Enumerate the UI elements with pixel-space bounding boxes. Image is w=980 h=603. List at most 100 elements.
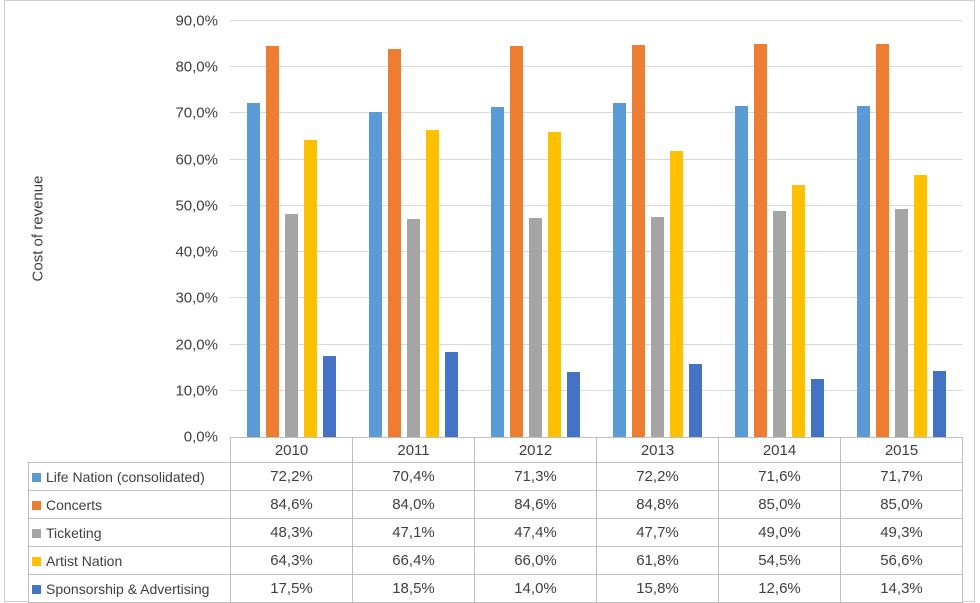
table-row: Artist Nation 64,3% 66,4% 66,0% 61,8% 54,5% 56… [28,546,963,575]
series-name-label: Ticketing [46,524,102,541]
legend-swatch-icon [32,528,41,538]
year-header-cell: 2015 [840,437,963,463]
bar [528,217,542,437]
bar [322,356,336,437]
bar [387,48,401,437]
bar [650,216,664,437]
gridline [230,20,962,21]
bar [547,131,561,437]
gridline [230,251,962,253]
bar [932,370,946,437]
bar [734,106,748,437]
bar [772,210,786,437]
value-cell: 15,8% [596,574,719,603]
bar-group-2010 [230,21,352,437]
bar-group-2013 [596,21,718,437]
value-cell: 14,0% [474,574,597,603]
bar [303,139,317,437]
value-cell: 64,3% [230,546,353,575]
gridline [230,389,962,391]
bar [265,45,279,437]
series-name-label: Sponsorship & Advertising [46,580,210,597]
value-cell: 85,0% [840,490,963,519]
gridline [230,66,962,68]
series-name-label: Artist Nation [46,552,123,569]
bar [444,351,458,437]
bar [669,151,683,437]
value-cell: 84,6% [230,490,353,519]
year-header-cell: 2014 [718,437,841,463]
y-axis-tick-label: 30,0% [175,289,218,307]
data-table: 2010 2011 2012 2013 2014 2015 Life Nation (con… [28,437,963,603]
value-cell: 48,3% [230,518,353,547]
value-cell: 72,2% [230,462,353,491]
value-cell: 54,5% [718,546,841,575]
bar [894,209,908,437]
y-axis-tick-label: 40,0% [175,243,218,261]
value-cell: 71,7% [840,462,963,491]
bar [284,213,298,437]
bar [425,130,439,437]
y-axis-title: Cost of revenue [29,175,47,282]
year-header-cell: 2012 [474,437,597,463]
gridline [230,204,962,206]
legend-swatch-icon [32,556,41,566]
table-row: Concerts 84,6% 84,0% 84,6% 84,8% 85,0% 85,0% [28,490,963,519]
bar [612,103,626,437]
value-cell: 14,3% [840,574,963,603]
table-header-row: 2010 2011 2012 2013 2014 2015 [29,437,963,463]
value-cell: 84,8% [596,490,719,519]
bar [631,45,645,437]
table-corner-cell [29,438,231,463]
value-cell: 17,5% [230,574,353,603]
bar [875,44,889,437]
bar-group-2011 [352,21,474,437]
value-cell: 71,6% [718,462,841,491]
table-row: Ticketing 48,3% 47,1% 47,4% 47,7% 49,0% 49,3% [28,518,963,547]
value-cell: 56,6% [840,546,963,575]
gridline [230,158,962,160]
value-cell: 47,1% [352,518,475,547]
gridline [230,112,962,114]
gridline [230,343,962,345]
y-axis-tick-labels: 0,0% 10,0% 20,0% 30,0% 40,0% 50,0% 60,0% 70,0% 8… [150,14,218,445]
y-axis-tick-label: 70,0% [175,104,218,122]
bar [406,219,420,437]
value-cell: 72,2% [596,462,719,491]
plot-area [230,20,962,437]
bar [490,107,504,437]
legend-swatch-icon [32,584,41,594]
bar-group-2015 [840,21,962,437]
bar-group-2014 [718,21,840,437]
bar-groups [230,21,962,437]
value-cell: 84,0% [352,490,475,519]
bar [913,175,927,437]
value-cell: 85,0% [718,490,841,519]
y-axis-tick-label: 20,0% [175,336,218,354]
y-axis-tick-label: 90,0% [175,12,218,30]
bar [509,45,523,437]
bar [810,378,824,437]
y-axis-tick-label: 60,0% [175,151,218,169]
bar [246,103,260,437]
bar [856,105,870,437]
y-axis-tick-label: 0,0% [183,428,218,446]
series-name-label: Life Nation (consolidated) [46,468,205,485]
bar [368,111,382,437]
table-row: Sponsorship & Advertising 17,5% 18,5% 14,0%… [28,574,963,603]
bar [791,185,805,437]
gridline [230,297,962,299]
value-cell: 61,8% [596,546,719,575]
y-axis-tick-label: 10,0% [175,382,218,400]
y-axis-tick-label: 50,0% [175,197,218,215]
bar [566,372,580,437]
year-header-cell: 2013 [596,437,719,463]
year-header-cell: 2011 [352,437,475,463]
bar [753,44,767,437]
bar-group-2012 [474,21,596,437]
series-name-cell: Concerts [28,490,231,519]
series-name-cell: Artist Nation [28,546,231,575]
value-cell: 18,5% [352,574,475,603]
value-cell: 49,3% [840,518,963,547]
value-cell: 47,4% [474,518,597,547]
